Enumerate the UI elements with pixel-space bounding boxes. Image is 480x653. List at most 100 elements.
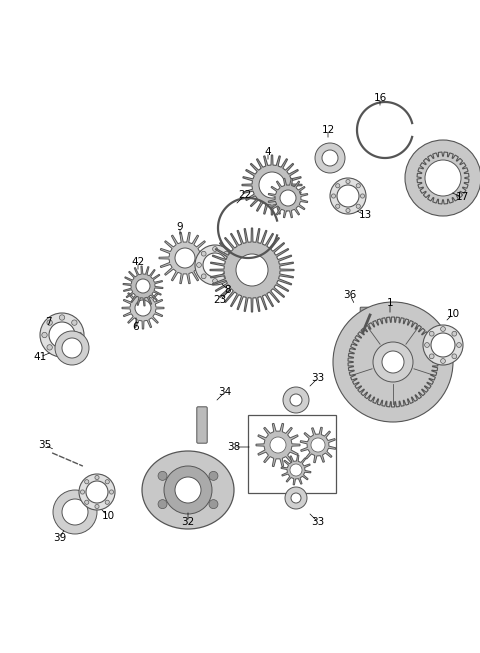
Circle shape: [197, 263, 202, 267]
Polygon shape: [122, 287, 164, 329]
Text: 7: 7: [45, 317, 51, 327]
Circle shape: [60, 350, 65, 355]
Circle shape: [441, 358, 445, 364]
Circle shape: [195, 245, 235, 285]
Polygon shape: [210, 228, 294, 312]
Circle shape: [431, 333, 455, 357]
Circle shape: [47, 320, 52, 325]
Circle shape: [213, 247, 217, 251]
Polygon shape: [242, 155, 302, 215]
Circle shape: [213, 279, 217, 283]
Circle shape: [62, 499, 88, 525]
Circle shape: [285, 487, 307, 509]
Circle shape: [291, 493, 301, 503]
Polygon shape: [268, 178, 308, 217]
Text: 13: 13: [359, 210, 372, 220]
Circle shape: [77, 332, 82, 338]
Text: 9: 9: [177, 222, 183, 232]
Circle shape: [79, 474, 115, 510]
Circle shape: [337, 185, 359, 207]
Circle shape: [360, 194, 365, 198]
Ellipse shape: [142, 451, 234, 529]
Text: 1: 1: [387, 298, 393, 308]
Circle shape: [72, 345, 77, 350]
Circle shape: [283, 387, 309, 413]
Circle shape: [311, 438, 325, 452]
Text: 33: 33: [312, 373, 324, 383]
Circle shape: [429, 354, 434, 358]
FancyBboxPatch shape: [197, 407, 207, 443]
Circle shape: [270, 437, 286, 453]
Circle shape: [425, 343, 430, 347]
Circle shape: [175, 477, 201, 503]
Circle shape: [322, 150, 338, 166]
Text: 42: 42: [132, 257, 144, 267]
Circle shape: [356, 183, 360, 188]
Circle shape: [158, 500, 167, 509]
Circle shape: [95, 504, 99, 509]
Polygon shape: [300, 427, 336, 463]
Circle shape: [224, 274, 228, 279]
Text: 10: 10: [101, 511, 115, 521]
Circle shape: [382, 351, 404, 373]
Text: 34: 34: [218, 387, 232, 397]
Text: 33: 33: [312, 517, 324, 527]
Circle shape: [86, 481, 108, 503]
Circle shape: [209, 500, 218, 509]
Circle shape: [425, 160, 461, 196]
Circle shape: [429, 331, 434, 336]
Text: 16: 16: [373, 93, 386, 103]
Text: 38: 38: [228, 442, 240, 452]
Circle shape: [228, 263, 233, 267]
Circle shape: [105, 480, 109, 484]
Circle shape: [95, 475, 99, 479]
Text: 41: 41: [34, 352, 47, 362]
Circle shape: [336, 204, 340, 208]
Polygon shape: [123, 266, 163, 306]
Circle shape: [60, 315, 65, 320]
Circle shape: [280, 190, 296, 206]
Circle shape: [330, 178, 366, 214]
Bar: [248, 415, 336, 493]
Circle shape: [42, 332, 47, 338]
Circle shape: [203, 253, 227, 277]
Circle shape: [49, 322, 75, 348]
Circle shape: [136, 279, 150, 293]
Circle shape: [55, 331, 89, 365]
Circle shape: [452, 331, 456, 336]
Circle shape: [164, 466, 212, 514]
Circle shape: [84, 500, 89, 504]
Text: 10: 10: [446, 309, 459, 319]
Circle shape: [201, 274, 206, 279]
Text: 22: 22: [239, 190, 252, 200]
Circle shape: [441, 326, 445, 332]
Text: 4: 4: [264, 147, 271, 157]
Circle shape: [201, 251, 206, 256]
Circle shape: [209, 471, 218, 481]
Circle shape: [62, 338, 82, 358]
Text: 36: 36: [343, 290, 357, 300]
Circle shape: [456, 343, 461, 347]
Circle shape: [290, 394, 302, 406]
Circle shape: [331, 194, 336, 198]
Circle shape: [333, 302, 453, 422]
Text: 32: 32: [181, 517, 194, 527]
Circle shape: [81, 490, 84, 494]
Circle shape: [53, 490, 97, 534]
Circle shape: [336, 183, 340, 188]
Circle shape: [236, 254, 268, 286]
Circle shape: [158, 471, 167, 481]
Circle shape: [356, 204, 360, 208]
Polygon shape: [348, 317, 438, 407]
Text: 23: 23: [214, 295, 227, 305]
Circle shape: [47, 345, 52, 350]
Circle shape: [290, 464, 302, 476]
Circle shape: [423, 325, 463, 365]
Circle shape: [346, 180, 350, 183]
Circle shape: [72, 320, 77, 325]
Polygon shape: [417, 152, 469, 204]
Circle shape: [105, 500, 109, 504]
Polygon shape: [256, 423, 300, 467]
Circle shape: [346, 208, 350, 213]
Circle shape: [405, 140, 480, 216]
